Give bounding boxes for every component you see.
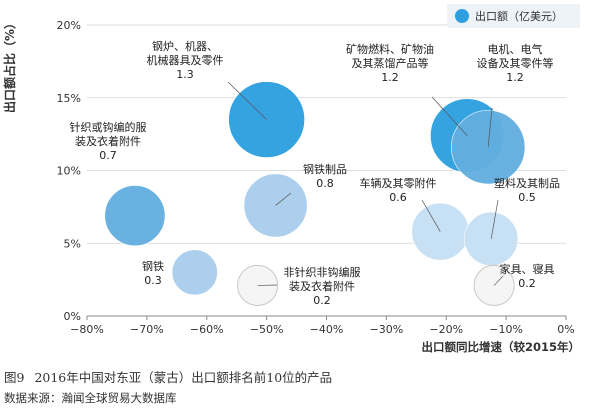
bubble-label: 及其蒸馏产品等 xyxy=(352,56,429,70)
figure-source: 数据来源：瀚闻全球贸易大数据库 xyxy=(4,391,177,405)
y-tick-label: 10% xyxy=(57,165,81,178)
bubble-value-label: 0.2 xyxy=(313,294,331,307)
bubble-label: 设备及其零件等 xyxy=(477,56,554,70)
figure-caption-text: 2016年中国对东亚（蒙古）出口额排名前10位的产品 xyxy=(34,370,333,385)
bubble-label: 装及衣着附件 xyxy=(289,279,355,293)
x-tick-label: −40% xyxy=(310,323,344,336)
leader-line xyxy=(490,199,499,239)
bubble-label: 车辆及其零附件 xyxy=(360,176,437,190)
bubble-label: 装及衣着附件 xyxy=(75,134,141,148)
bubble-value-label: 0.8 xyxy=(316,177,334,190)
x-axis-label: 出口额同比增速（较2015年） xyxy=(421,340,580,354)
bubble-value-label: 0.3 xyxy=(144,274,162,287)
y-tick-label: 0% xyxy=(64,310,81,323)
leader-line xyxy=(493,275,504,286)
leader-line xyxy=(421,199,441,232)
label-leader-lines xyxy=(227,81,504,286)
x-tick-label: −20% xyxy=(429,323,463,336)
bubble-value-label: 0.5 xyxy=(518,191,536,204)
bubble-label: 机械器具及零件 xyxy=(147,53,224,67)
y-axis-ticks: 0% 5% 10% 15% 20% xyxy=(57,19,81,323)
x-tick-label: −70% xyxy=(130,323,164,336)
x-tick-label: −50% xyxy=(250,323,284,336)
bubble-labels: 钢炉、机器、机械器具及零件1.3矿物燃料、矿物油及其蒸馏产品等1.2电机、电气设… xyxy=(70,39,561,307)
y-axis-label: 出口额占比（%） xyxy=(2,17,17,113)
bubble-label: 钢铁制品 xyxy=(303,163,347,176)
bubble-label: 电机、电气 xyxy=(488,42,543,56)
legend-dot xyxy=(455,9,469,23)
bubble xyxy=(104,185,166,247)
bubble-label: 矿物燃料、矿物油 xyxy=(346,42,434,56)
bubble-label: 钢铁 xyxy=(142,260,164,273)
bubble-label: 针织或钩编的服 xyxy=(70,120,147,134)
x-tick-label: 0% xyxy=(557,323,574,336)
y-tick-label: 5% xyxy=(64,237,81,250)
bubble xyxy=(171,249,218,296)
bubble-label: 家具、寝具 xyxy=(500,262,555,276)
y-tick-label: 15% xyxy=(57,92,81,105)
legend-box xyxy=(447,4,580,28)
bubble-value-label: 0.6 xyxy=(389,191,407,204)
leader-line xyxy=(275,192,292,206)
leader-line xyxy=(431,96,468,136)
bubble-value-label: 1.3 xyxy=(176,68,194,81)
bubble-label: 钢炉、机器、 xyxy=(152,39,218,53)
x-tick-label: −10% xyxy=(489,323,523,336)
x-tick-label: −80% xyxy=(70,323,104,336)
bubble-chart: −80% −70% −60% −50% −40% −30% −20% −10% 0% 0% 5% 1… xyxy=(2,4,580,354)
bubble-value-label: 0.7 xyxy=(99,149,117,162)
figure-number: 图9 xyxy=(4,370,25,385)
x-tick-label: −60% xyxy=(190,323,224,336)
leader-line xyxy=(227,81,267,120)
bubble-label: 塑料及其制品 xyxy=(494,176,560,190)
x-axis-ticks: −80% −70% −60% −50% −40% −30% −20% −10% 0% xyxy=(70,316,575,336)
bubble-value-label: 1.2 xyxy=(506,71,524,84)
legend-label: 出口额（亿美元） xyxy=(475,9,563,23)
bubble-value-label: 0.2 xyxy=(518,277,536,290)
figure-caption: 图9 2016年中国对东亚（蒙古）出口额排名前10位的产品 xyxy=(4,367,332,386)
y-tick-label: 20% xyxy=(57,19,81,32)
x-tick-label: −30% xyxy=(370,323,404,336)
bubble-label: 非针织非钩编服 xyxy=(284,265,361,279)
legend: 出口额（亿美元） xyxy=(447,4,580,28)
leader-line xyxy=(487,107,493,148)
bubble-value-label: 1.2 xyxy=(381,71,399,84)
